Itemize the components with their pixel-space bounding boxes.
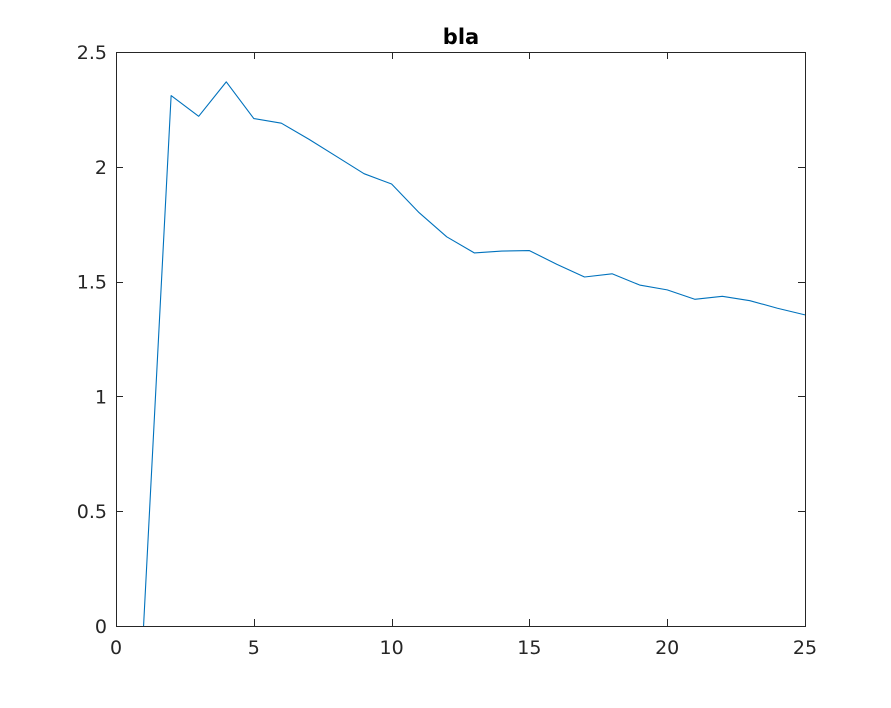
plot-frame: [116, 52, 806, 627]
x-tick-label: 25: [793, 637, 817, 659]
series-layer: [143, 81, 806, 627]
y-tick-label: 1: [95, 386, 107, 408]
y-tick-label: 0: [95, 616, 107, 638]
y-tick-label: 2.5: [77, 42, 107, 64]
x-tick-label: 10: [380, 637, 404, 659]
x-tick-label: 15: [517, 637, 541, 659]
y-tick-label: 1.5: [77, 272, 107, 294]
x-tick-label: 5: [248, 637, 260, 659]
x-tick-label: 20: [655, 637, 679, 659]
chart-title: bla: [443, 25, 479, 49]
x-tick-label: 0: [110, 637, 122, 659]
axes-layer: 0 5 10 15 20 25 0 0.5 1 1.5 2 2.5: [77, 42, 817, 659]
y-tick-label: 0.5: [77, 501, 107, 523]
y-tick-label: 2: [95, 157, 107, 179]
series-line-0: [143, 81, 806, 627]
